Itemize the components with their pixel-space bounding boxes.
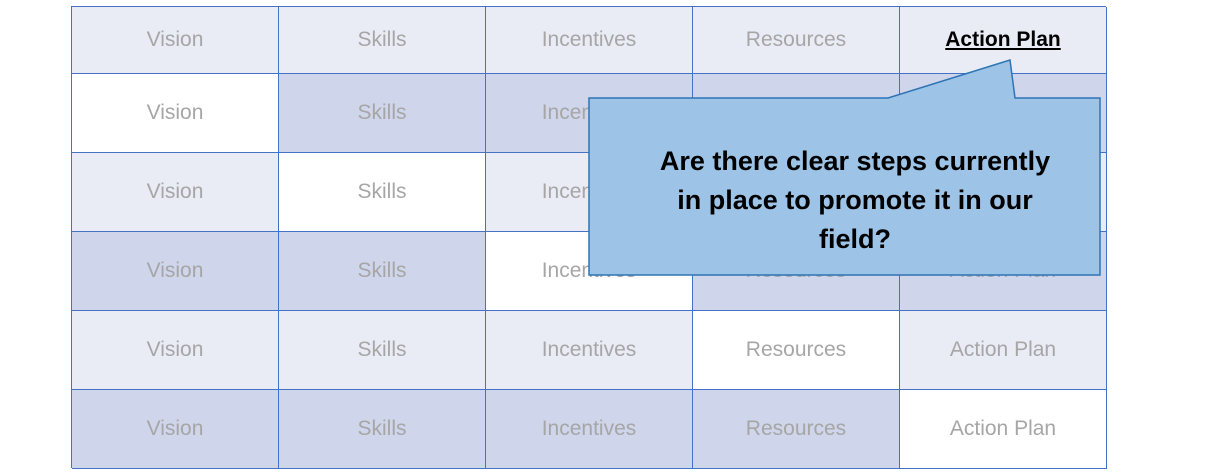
matrix-cell-skills: Skills — [279, 390, 486, 469]
matrix-cell-vision: Vision — [72, 311, 279, 390]
matrix-cell-skills: Skills — [279, 7, 486, 74]
matrix-cell-resources: Resources — [693, 390, 900, 469]
matrix-cell-vision: Vision — [72, 390, 279, 469]
matrix-cell-vision: Vision — [72, 232, 279, 311]
matrix-cell-action-plan: Action Plan — [900, 311, 1107, 390]
callout-line-1: Are there clear steps currently — [659, 146, 1051, 176]
matrix-cell-action-plan: Action Plan — [900, 390, 1107, 469]
matrix-cell-vision: Vision — [72, 7, 279, 74]
matrix-cell-vision: Vision — [72, 74, 279, 153]
callout-text: Are there clear steps currently in place… — [640, 142, 1070, 259]
matrix-cell-skills: Skills — [279, 311, 486, 390]
matrix-cell-vision: Vision — [72, 153, 279, 232]
matrix-cell-resources: Resources — [693, 7, 900, 74]
matrix-cell-incentives: Incentives — [486, 7, 693, 74]
matrix-cell-skills: Skills — [279, 74, 486, 153]
callout-line-2: in place to promote it in our — [677, 185, 1033, 215]
matrix-cell-skills: Skills — [279, 232, 486, 311]
callout-line-3: field? — [819, 224, 891, 254]
matrix-cell-resources: Resources — [693, 311, 900, 390]
matrix-cell-incentives: Incentives — [486, 311, 693, 390]
matrix-cell-incentives: Incentives — [486, 390, 693, 469]
matrix-cell-skills: Skills — [279, 153, 486, 232]
matrix-cell-action-plan: Action Plan — [900, 7, 1107, 74]
